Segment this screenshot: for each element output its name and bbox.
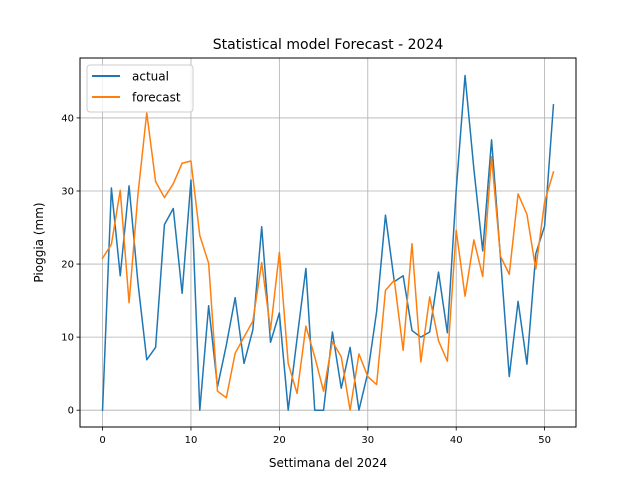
x-tick-label: 20 [273, 435, 286, 446]
y-tick-label: 10 [61, 333, 74, 344]
x-tick-label: 30 [361, 435, 374, 446]
series-line-forecast [101, 112, 555, 411]
series-line-actual [101, 74, 555, 411]
legend-label-forecast: forecast [132, 91, 181, 105]
y-tick-label: 30 [61, 186, 74, 197]
x-tick-label: 40 [450, 435, 463, 446]
x-tick-label: 50 [538, 435, 551, 446]
y-tick-label: 20 [61, 260, 74, 271]
y-tick-label: 0 [68, 406, 74, 417]
x-tick-label: 0 [99, 435, 105, 446]
chart-title: Statistical model Forecast - 2024 [213, 37, 444, 53]
x-axis-label: Settimana del 2024 [269, 456, 387, 470]
y-tick-label: 40 [61, 113, 74, 124]
axis-ticks: 0 10 20 30 40 50 0 10 20 30 40 [61, 113, 551, 446]
grid [80, 58, 576, 427]
legend-label-actual: actual [132, 70, 169, 84]
y-axis-label: Pioggia (mm) [32, 202, 46, 282]
series-lines [101, 74, 555, 411]
plot-frame [79, 57, 577, 428]
x-tick-label: 10 [185, 435, 198, 446]
legend: actual forecast [86, 64, 194, 113]
